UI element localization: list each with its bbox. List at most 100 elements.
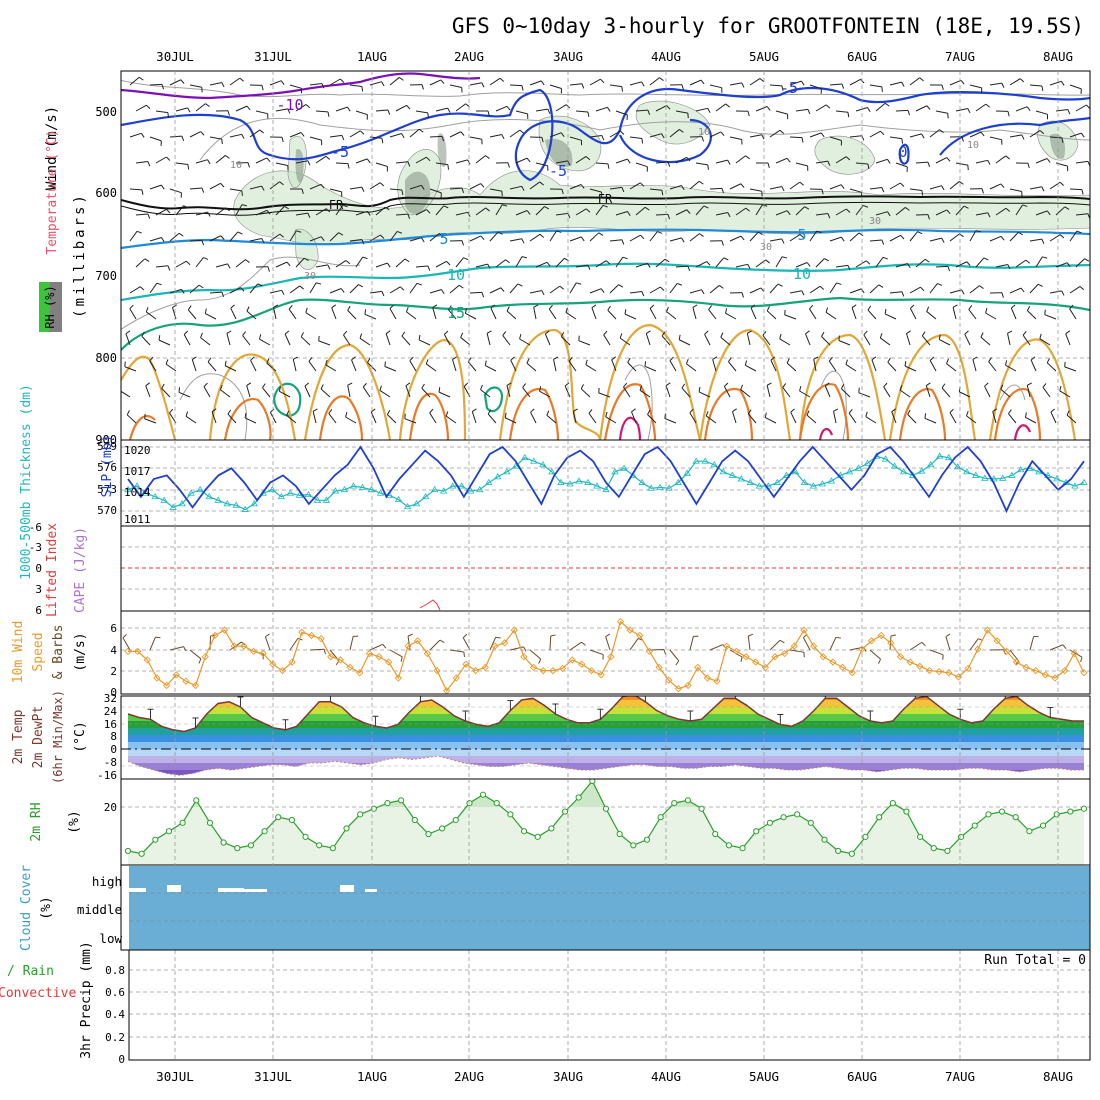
contour-label: 10 [698, 127, 710, 138]
wind-barb-flag [1059, 234, 1065, 239]
wind-barb-shaft [915, 161, 929, 164]
wind-barb [689, 136, 704, 142]
top-date-axis: 30JUL 31JUL 1AUG 2AUG 3AUG 4AUG 5AUG 6AU… [156, 49, 1073, 64]
wind-barb-shaft [729, 136, 742, 140]
wind-barb-flag [207, 159, 211, 165]
wind-barb-flag [782, 383, 787, 388]
wind-barb-flag [800, 80, 805, 86]
wind-barb-flag [845, 156, 851, 161]
wind-barb-shaft [929, 283, 938, 294]
wind-barb-shaft [1069, 188, 1083, 191]
wind-barb [769, 129, 785, 138]
wind-barb [549, 84, 562, 94]
wind-barb-flag [561, 189, 564, 195]
wind-barb-shaft [809, 230, 818, 242]
wind-barb-flag [1007, 264, 1011, 270]
thickness-marker [1053, 475, 1061, 482]
wind-barb-shaft [762, 334, 771, 346]
wind-barb-shaft [469, 291, 483, 294]
rh2m-marker [193, 797, 200, 804]
wind10m-barb [769, 639, 785, 651]
wind-barb-shaft [789, 181, 801, 190]
wind-barb [309, 282, 322, 294]
wind-barb-flag [631, 408, 636, 413]
wind-barb [347, 382, 353, 398]
wind10m-marker [172, 671, 180, 679]
wind-barb-flag [660, 286, 665, 291]
wind10m-barb-shaft [747, 636, 751, 651]
wind-barb [689, 79, 705, 86]
contour-label: 10 [447, 266, 465, 284]
wind-barb-shaft [655, 258, 666, 268]
wind-barb [262, 383, 271, 398]
wind-barb-shaft [418, 339, 431, 346]
wind-barb-flag [481, 292, 485, 298]
bottom-date-axis: 30JUL 31JUL 1AUG 2AUG 3AUG 4AUG 5AUG 6AU… [156, 1069, 1073, 1084]
wind-barb-shaft [235, 259, 246, 268]
wind-barb [907, 409, 917, 424]
wind-barb [609, 239, 625, 245]
thickness-marker [196, 485, 204, 493]
wind-barb-shaft [438, 391, 451, 398]
wind-barb [869, 130, 885, 138]
wind-barb [362, 382, 371, 398]
rh2m-marker [316, 842, 323, 849]
wind-barb [1015, 106, 1031, 112]
wind10m-marker [703, 674, 712, 682]
wind-barb [209, 235, 225, 242]
wind-barb-flag [461, 240, 464, 246]
wind-barb-shaft [790, 411, 797, 424]
wind-barb [149, 237, 165, 242]
wind-barb-shaft [1009, 232, 1019, 242]
wind-barb-shaft [145, 311, 157, 320]
wind-barb [1049, 136, 1064, 143]
wind-barb-flag [1025, 259, 1031, 264]
wind-barb-flag [941, 237, 945, 243]
wind-barb-flag [358, 284, 364, 288]
wind-barb [329, 134, 345, 141]
y-tick-label: 600 [95, 186, 117, 200]
wind-barb [259, 334, 271, 346]
wind-barb-shaft [1042, 386, 1051, 398]
wind-barb [349, 186, 365, 192]
wind-barb-flag [819, 285, 825, 290]
wind-barb-flag [699, 233, 704, 237]
wind-barb-shaft [178, 391, 191, 398]
wind-barb-shaft [215, 263, 228, 268]
wind10m-marker [491, 642, 499, 650]
wind-barb-shaft [509, 84, 523, 87]
wind10m-barb [709, 644, 727, 651]
date-label: 7AUG [945, 49, 975, 64]
wind-barb-shaft [838, 340, 851, 346]
wind-barb-shaft [589, 232, 600, 242]
wind-barb [887, 357, 897, 372]
wind-barb [704, 330, 711, 346]
wind10m-marker [732, 647, 741, 656]
thickness-marker [304, 490, 313, 498]
wind-barb-flag [160, 184, 165, 190]
rh2m-marker [794, 811, 801, 818]
wind-barb-shaft [669, 360, 677, 372]
wind-barb [249, 185, 265, 191]
rh2m-marker [425, 830, 432, 838]
wind-barb-flag [820, 132, 825, 138]
wind-barb-flag [620, 130, 625, 135]
wind-barb-flag [867, 163, 870, 170]
wind-barb [145, 382, 151, 398]
date-label: 5AUG [749, 49, 779, 64]
wind-barb-flag [521, 256, 527, 259]
wind-barb-flag [506, 382, 512, 386]
rh2m-marker [630, 842, 637, 849]
wind-barb [815, 104, 831, 112]
wind-barb-shaft [555, 258, 565, 268]
wind-barb-flag [301, 188, 304, 194]
wind-barb [969, 285, 984, 294]
wind-barb [723, 382, 731, 398]
wind-barb-flag [347, 382, 353, 386]
wind-barb-flag [647, 109, 651, 116]
wind-barb-flag [187, 305, 192, 311]
wind-barb-flag [320, 384, 324, 390]
wind-barb [269, 181, 284, 190]
wind-barb [288, 304, 297, 320]
wind-barb [809, 132, 825, 138]
